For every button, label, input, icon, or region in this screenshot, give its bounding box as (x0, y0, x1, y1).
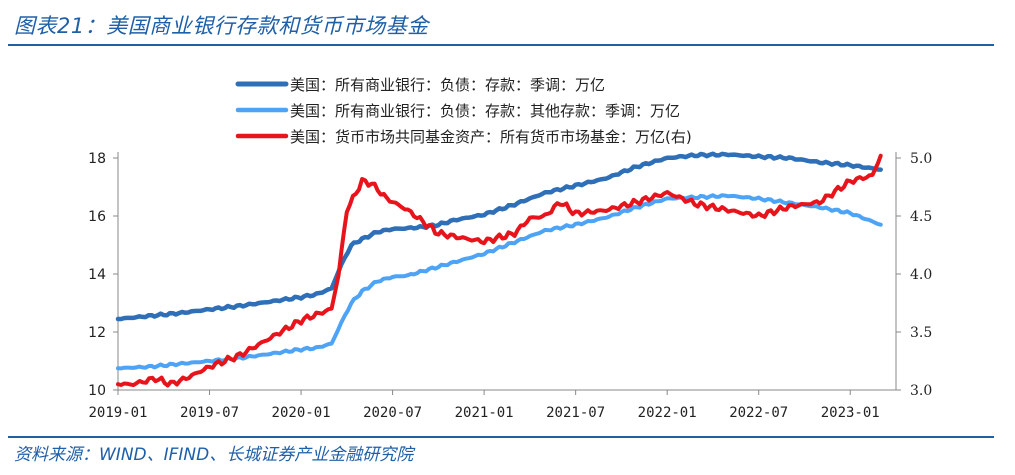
y-left-tick-label: 16 (88, 209, 106, 225)
y-left-tick-label: 12 (88, 325, 106, 341)
x-tick-label: 2019-01 (88, 405, 147, 421)
x-tick-label: 2020-07 (363, 405, 422, 421)
figure-title: 图表21：美国商业银行存款和货币市场基金 (14, 14, 429, 38)
legend-label-1: 美国：所有商业银行：负债：存款：季调：万亿 (290, 76, 605, 94)
x-tick-label: 2022-07 (729, 405, 788, 421)
y-right-tick-label: 5.0 (910, 151, 932, 167)
y-left-tick-label: 14 (88, 267, 106, 283)
x-tick-label: 2021-07 (546, 405, 605, 421)
x-tick-label: 2020-01 (272, 405, 331, 421)
legend-label-2: 美国：所有商业银行：负债：存款：其他存款：季调：万亿 (290, 102, 680, 120)
x-tick-label: 2022-01 (638, 405, 697, 421)
source-rule (8, 436, 994, 438)
x-tick-label: 2021-01 (455, 405, 514, 421)
series-line-2 (116, 193, 883, 371)
legend-label-3: 美国：货币市场共同基金资产：所有货币市场基金：万亿(右) (290, 128, 692, 146)
y-right-tick-label: 3.0 (910, 383, 932, 399)
y-left-tick-label: 10 (88, 383, 106, 399)
series-line-1 (115, 151, 883, 322)
y-right-tick-label: 4.0 (910, 267, 932, 283)
x-tick-label: 2019-07 (180, 405, 239, 421)
series-line-3 (116, 153, 883, 388)
source-note: 资料来源：WIND、IFIND、长城证券产业金融研究院 (14, 445, 414, 465)
y-right-tick-label: 4.5 (910, 209, 932, 225)
title-rule (8, 44, 994, 46)
y-left-tick-label: 18 (88, 151, 106, 167)
x-tick-label: 2023-01 (821, 405, 880, 421)
y-right-tick-label: 3.5 (910, 325, 932, 341)
